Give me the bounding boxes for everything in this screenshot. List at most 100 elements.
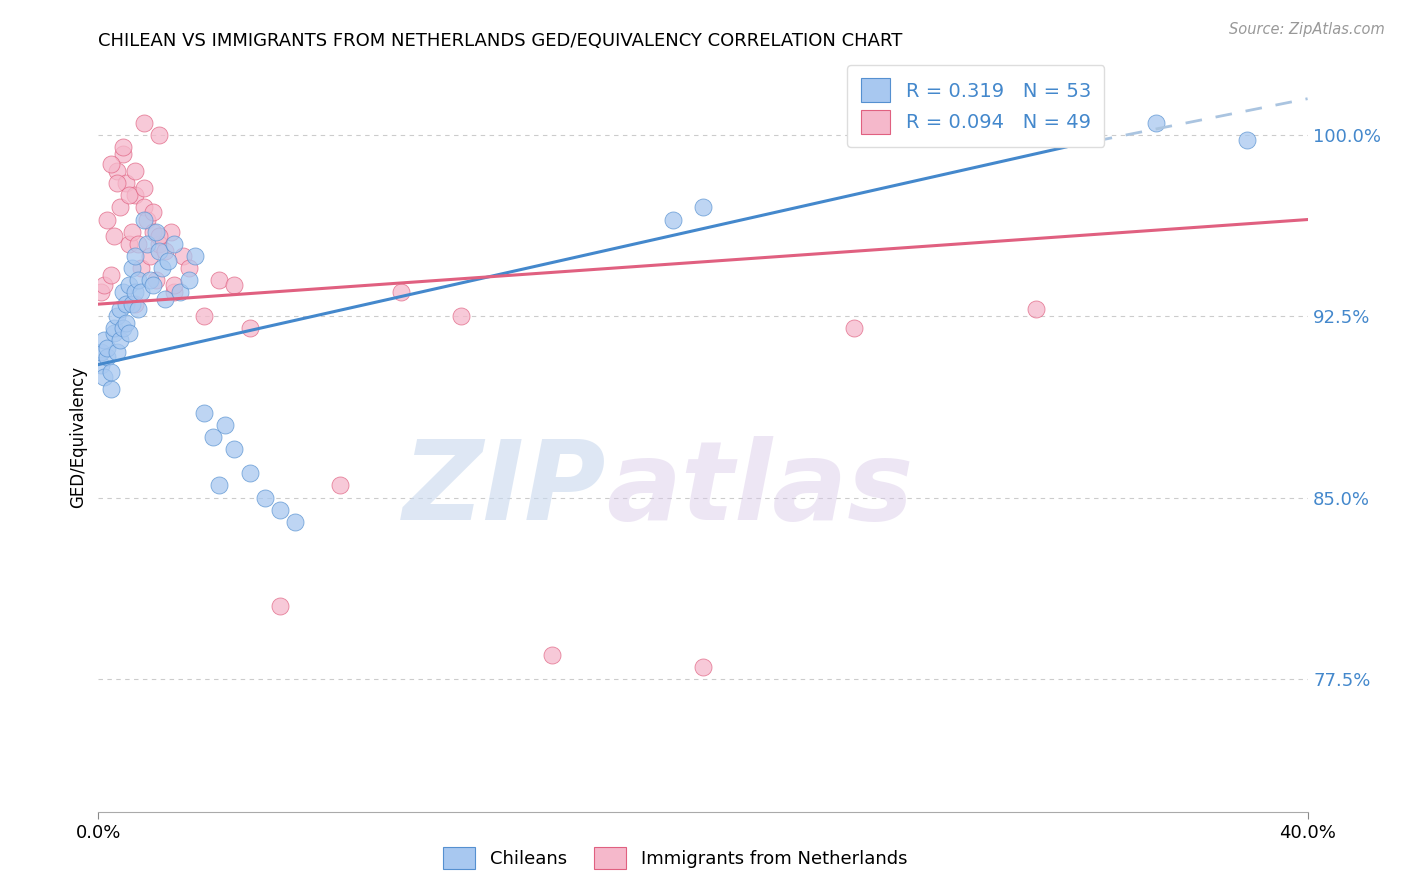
Point <box>150 260 173 275</box>
Point <box>114 317 136 331</box>
Text: Source: ZipAtlas.com: Source: ZipAtlas.com <box>1229 22 1385 37</box>
Point <box>124 249 146 263</box>
Point <box>124 164 146 178</box>
Point <box>253 491 276 505</box>
Point <box>129 260 152 275</box>
Point <box>127 273 149 287</box>
Point <box>108 334 131 348</box>
Point <box>118 236 141 251</box>
Point <box>153 244 176 258</box>
Point <box>208 273 231 287</box>
Point <box>169 285 191 299</box>
Point <box>172 249 194 263</box>
Point <box>148 128 170 142</box>
Point <box>193 310 215 324</box>
Point <box>129 285 152 299</box>
Point <box>111 140 134 154</box>
Point <box>148 244 170 258</box>
Y-axis label: GED/Equivalency: GED/Equivalency <box>69 366 87 508</box>
Point <box>103 321 125 335</box>
Point <box>1144 116 1167 130</box>
Legend: R = 0.319   N = 53, R = 0.094   N = 49: R = 0.319 N = 53, R = 0.094 N = 49 <box>848 64 1104 147</box>
Point <box>239 467 262 481</box>
Point <box>108 301 131 316</box>
Point <box>135 236 157 251</box>
Point <box>121 225 143 239</box>
Point <box>142 205 165 219</box>
Point <box>193 406 215 420</box>
Point <box>93 334 115 348</box>
Point <box>111 285 134 299</box>
Point <box>135 212 157 227</box>
Point <box>239 321 262 335</box>
Point <box>90 285 112 299</box>
Point <box>450 310 472 324</box>
Point <box>139 249 162 263</box>
Point <box>96 351 118 365</box>
Point <box>148 229 170 244</box>
Point <box>139 273 162 287</box>
Point <box>127 301 149 316</box>
Point <box>202 430 225 444</box>
Point <box>184 249 207 263</box>
Point <box>156 253 179 268</box>
Point <box>105 176 128 190</box>
Point <box>105 345 128 359</box>
Point <box>163 277 186 292</box>
Point <box>179 273 201 287</box>
Point <box>93 277 115 292</box>
Point <box>179 260 201 275</box>
Point <box>540 648 562 662</box>
Point <box>105 310 128 324</box>
Point <box>103 326 125 340</box>
Point <box>389 285 412 299</box>
Point <box>100 365 122 379</box>
Point <box>105 164 128 178</box>
Point <box>692 201 714 215</box>
Point <box>124 188 146 202</box>
Point <box>90 358 112 372</box>
Point <box>329 478 352 492</box>
Point <box>214 417 236 432</box>
Point <box>118 277 141 292</box>
Point <box>96 212 118 227</box>
Point <box>269 502 291 516</box>
Point <box>142 225 165 239</box>
Point <box>132 116 155 130</box>
Point <box>269 599 291 614</box>
Point <box>118 188 141 202</box>
Point <box>163 236 186 251</box>
Point <box>127 236 149 251</box>
Point <box>844 321 866 335</box>
Point <box>148 236 170 251</box>
Point <box>114 297 136 311</box>
Point <box>132 201 155 215</box>
Point <box>142 277 165 292</box>
Point <box>118 326 141 340</box>
Point <box>124 297 146 311</box>
Point <box>90 345 112 359</box>
Point <box>224 277 246 292</box>
Point <box>145 225 167 239</box>
Point <box>96 341 118 355</box>
Point <box>692 659 714 673</box>
Point <box>111 147 134 161</box>
Point <box>100 268 122 282</box>
Point <box>108 201 131 215</box>
Point <box>160 225 183 239</box>
Point <box>121 297 143 311</box>
Text: atlas: atlas <box>606 436 914 543</box>
Point <box>1024 301 1046 316</box>
Point <box>111 321 134 335</box>
Point <box>224 442 246 457</box>
Point <box>121 260 143 275</box>
Point <box>661 212 683 227</box>
Point <box>132 212 155 227</box>
Point <box>114 176 136 190</box>
Point <box>100 382 122 396</box>
Point <box>1236 133 1258 147</box>
Point <box>145 273 167 287</box>
Point <box>153 293 176 307</box>
Legend: Chileans, Immigrants from Netherlands: Chileans, Immigrants from Netherlands <box>433 838 917 879</box>
Text: ZIP: ZIP <box>402 436 606 543</box>
